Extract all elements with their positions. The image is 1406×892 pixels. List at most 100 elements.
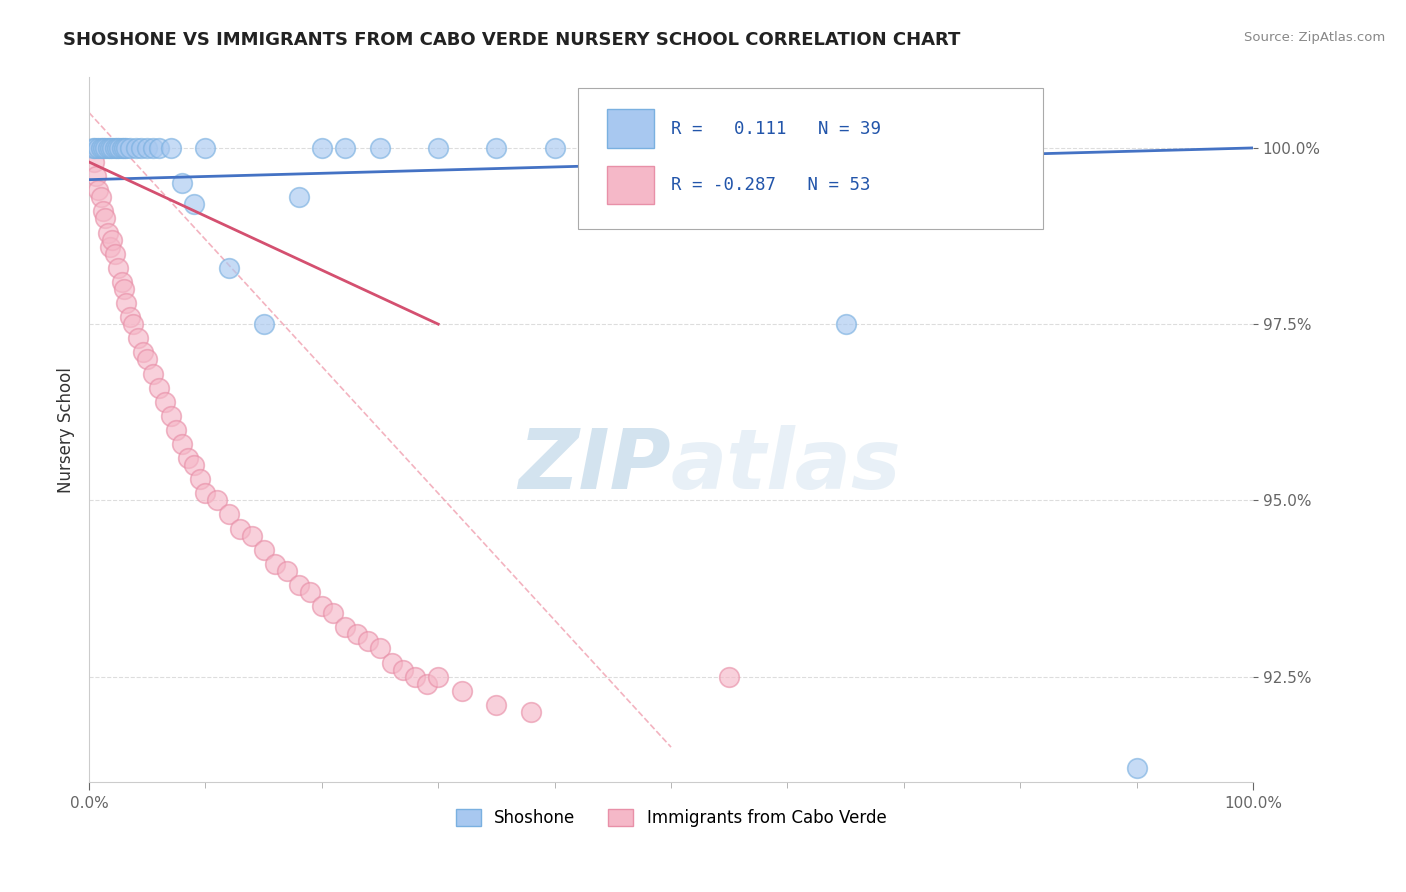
Point [98, 239, 121, 253]
Point [87, 141, 110, 155]
Point [112, 141, 135, 155]
Point [94, 211, 117, 226]
Point [83, 141, 105, 155]
Point [104, 141, 127, 155]
Text: R =   0.111   N = 39: R = 0.111 N = 39 [671, 120, 882, 138]
Point [97, 141, 120, 155]
Point [172, 437, 194, 451]
Point [218, 508, 240, 522]
Point [91, 141, 114, 155]
Point [381, 656, 404, 670]
Point [148, 141, 170, 155]
Point [346, 627, 368, 641]
Point [311, 599, 333, 614]
Point [188, 472, 211, 486]
Point [183, 458, 205, 472]
Point [111, 141, 134, 155]
Point [122, 317, 145, 331]
Point [718, 670, 741, 684]
Point [105, 141, 128, 155]
Point [368, 141, 391, 155]
Point [136, 352, 159, 367]
Point [97, 226, 120, 240]
Point [543, 141, 565, 155]
Text: atlas: atlas [671, 425, 901, 506]
Point [776, 141, 799, 155]
Point [357, 634, 380, 648]
Point [142, 141, 165, 155]
Point [194, 486, 217, 500]
Point [84, 169, 107, 183]
Point [131, 141, 153, 155]
Point [90, 141, 112, 155]
Point [427, 141, 450, 155]
Point [194, 141, 217, 155]
Point [118, 141, 141, 155]
Point [450, 683, 472, 698]
Point [90, 190, 112, 204]
FancyBboxPatch shape [607, 109, 654, 148]
Point [253, 317, 276, 331]
Point [111, 275, 134, 289]
Point [415, 676, 437, 690]
Point [98, 141, 121, 155]
Point [229, 522, 252, 536]
Point [311, 141, 333, 155]
Point [392, 663, 415, 677]
Y-axis label: Nursery School: Nursery School [58, 367, 75, 493]
Point [1010, 141, 1032, 155]
Point [276, 564, 298, 578]
Text: R = -0.287   N = 53: R = -0.287 N = 53 [671, 176, 870, 194]
Point [112, 282, 135, 296]
Point [108, 141, 131, 155]
Point [82, 141, 104, 155]
Text: SHOSHONE VS IMMIGRANTS FROM CABO VERDE NURSERY SCHOOL CORRELATION CHART: SHOSHONE VS IMMIGRANTS FROM CABO VERDE N… [63, 31, 960, 49]
Point [165, 423, 187, 437]
Point [153, 394, 176, 409]
Point [131, 345, 153, 359]
Point [520, 705, 543, 719]
Point [83, 155, 105, 169]
Point [299, 585, 322, 599]
Point [142, 367, 165, 381]
Point [253, 542, 276, 557]
Point [205, 493, 228, 508]
Point [172, 176, 194, 190]
Point [115, 141, 138, 155]
FancyBboxPatch shape [578, 88, 1043, 229]
Point [101, 141, 124, 155]
Point [368, 641, 391, 656]
Point [101, 233, 124, 247]
Legend: Shoshone, Immigrants from Cabo Verde: Shoshone, Immigrants from Cabo Verde [449, 803, 893, 834]
Text: ZIP: ZIP [519, 425, 671, 506]
Point [240, 528, 263, 542]
Text: Source: ZipAtlas.com: Source: ZipAtlas.com [1244, 31, 1385, 45]
Point [124, 141, 146, 155]
Point [218, 260, 240, 275]
Point [485, 698, 508, 712]
Point [148, 381, 170, 395]
Point [287, 190, 309, 204]
Point [287, 578, 309, 592]
Point [333, 141, 356, 155]
Point [834, 317, 856, 331]
Point [104, 246, 127, 260]
Point [264, 557, 287, 571]
Point [91, 204, 114, 219]
Point [183, 197, 205, 211]
FancyBboxPatch shape [607, 166, 654, 204]
Point [159, 141, 181, 155]
Point [118, 310, 141, 325]
Point [107, 260, 129, 275]
Point [1125, 761, 1147, 775]
Point [87, 183, 110, 197]
Point [115, 296, 138, 310]
Point [159, 409, 181, 423]
Point [127, 331, 149, 345]
Point [659, 141, 682, 155]
Point [485, 141, 508, 155]
Point [94, 141, 117, 155]
Point [333, 620, 356, 634]
Point [427, 670, 450, 684]
Point [322, 606, 344, 620]
